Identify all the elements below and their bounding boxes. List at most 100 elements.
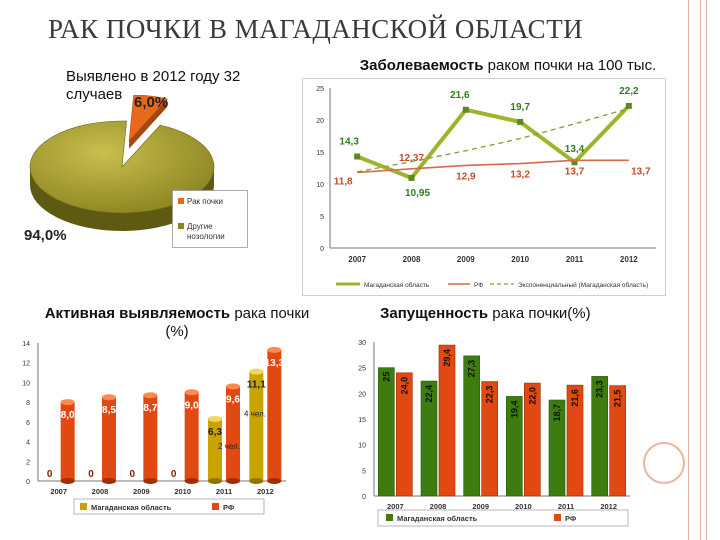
bar1-legend-swatch-magadan — [80, 503, 87, 510]
pie-slice-kidney — [128, 95, 168, 142]
line-data-label: 13,7 — [565, 166, 585, 177]
bar1-y-tick: 6 — [26, 420, 30, 427]
bar1-caption-rest: рака почки — [230, 305, 310, 322]
pie-legend-box — [172, 190, 248, 248]
bar-chart-neglect: 0 5 10 15 20 25 30 2007 2008 2009 2010 2011 2012 25 22… — [358, 340, 630, 527]
line-data-label: 12,9 — [456, 171, 476, 182]
bar2-y-tick: 10 — [358, 443, 366, 450]
bar2-bar — [378, 367, 395, 497]
bar1-y-tick: 4 — [26, 440, 30, 447]
bar1-data-label: 9,0 — [185, 400, 199, 411]
bar1-y-tick: 0 — [26, 479, 30, 486]
bar1-bar-base — [60, 478, 75, 484]
line-legend-label-magadan: Магаданская область — [364, 281, 430, 289]
bar2-bar — [609, 385, 626, 497]
bar2-y-tick: 25 — [358, 366, 366, 373]
line-series-2 — [357, 159, 629, 174]
line-caption: Заболеваемость раком почки на 100 тыс. н… — [328, 57, 688, 93]
bar1-bar — [249, 371, 264, 481]
line-marker-magadan — [517, 118, 524, 125]
pie-caption: Выявлено в 2012 году 32 случаев — [66, 68, 240, 104]
frame-line-3 — [706, 0, 707, 540]
pie-chart: 6,0% 94,0% — [24, 95, 215, 244]
line-x-tick: 2012 — [620, 255, 638, 264]
bar1-bar-base — [249, 478, 264, 484]
bar1-data-label: 0 — [171, 469, 177, 480]
line-marker-magadan — [408, 174, 415, 181]
line-data-label: 21,6 — [450, 90, 470, 101]
bar1-bar-cap — [226, 383, 240, 390]
line-marker-magadan — [462, 106, 469, 113]
bar2-legend-box — [377, 509, 629, 527]
line-y-tick: 15 — [316, 150, 324, 157]
bar2-data-label: 27,3 — [467, 360, 477, 378]
bar1-x-tick: 2009 — [133, 487, 150, 496]
bar1-data-label: 0 — [47, 469, 53, 480]
bar1-legend-label-rf: РФ — [223, 503, 235, 512]
bar2-bar — [481, 381, 498, 497]
bar2-data-label: 23,3 — [595, 380, 605, 398]
bar1-data-label: 11,1 — [247, 380, 266, 391]
line-data-label: 19,7 — [510, 102, 530, 113]
bar2-y-tick: 0 — [362, 494, 366, 501]
line-chart: 0 5 10 15 20 25 2007 2008 2009 2010 2011 2012 14,3 10… — [302, 78, 666, 296]
bar2-x-tick: 2008 — [430, 502, 447, 511]
bar1-data-label: 0 — [130, 469, 136, 480]
bar1-y-tick: 14 — [22, 341, 30, 348]
bar1-data-label: 9,6 — [226, 394, 240, 405]
bar2-bar — [506, 396, 523, 497]
bar1-data-label: 0 — [88, 469, 94, 480]
line-data-label: 12,37 — [399, 153, 424, 164]
bar1-bar — [184, 392, 199, 481]
pie-side-kidney — [129, 98, 168, 149]
bar2-data-label: 19,4 — [509, 400, 519, 418]
bar2-legend-label-magadan: Магаданская область — [397, 514, 478, 523]
bar2-bar — [548, 399, 566, 497]
line-marker-magadan — [354, 153, 361, 160]
bar1-bar — [267, 349, 282, 481]
line-y-tick: 25 — [316, 86, 324, 93]
bar1-bar — [60, 402, 75, 481]
bar1-bar-base — [102, 478, 116, 484]
bar2-data-label: 21,6 — [570, 389, 580, 407]
pie-legend-label-other-1: Другие — [187, 222, 213, 231]
line-legend-label-rf: РФ — [474, 282, 483, 289]
bar1-y-tick: 8 — [26, 400, 30, 407]
bar1-x-tick: 2012 — [257, 487, 274, 496]
line-y-tick: 10 — [316, 182, 324, 189]
frame-line-2 — [700, 0, 701, 540]
bar2-bar — [591, 376, 608, 497]
bar2-caption-rest: рака почки(%) — [488, 305, 591, 322]
pie-slice-other — [29, 120, 215, 214]
line-x-tick: 2010 — [511, 255, 529, 264]
bar2-x-tick: 2007 — [387, 502, 404, 511]
bar2-data-label: 21,5 — [613, 390, 623, 408]
bar2-bar — [524, 382, 541, 497]
line-marker-magadan — [571, 159, 578, 166]
bar2-legend-swatch-rf — [554, 514, 561, 521]
line-data-label: 13,7 — [631, 166, 651, 177]
bar2-x-tick: 2010 — [515, 502, 532, 511]
line-legend-label-trend: Экспоненциальный (Магаданская область) — [518, 281, 648, 289]
bar2-bar — [420, 380, 438, 497]
line-series-3 — [357, 107, 630, 173]
bar2-bar — [566, 384, 584, 497]
bar1-bar — [208, 418, 222, 481]
pie-caption-line1: Выявлено в 2012 году 32 — [66, 68, 241, 85]
slide-title: РАК ПОЧКИ В МАГАДАНСКОЙ ОБЛАСТИ — [48, 14, 584, 44]
bar1-legend-label-magadan: Магаданская область — [91, 503, 172, 512]
bar-chart-detection: 0 2 4 6 8 10 12 14 2007 2008 2009 2010 2011 2012 0 0 0 0 6… — [22, 341, 286, 515]
line-x-tick: 2007 — [348, 255, 366, 264]
line-data-label: 11,8 — [334, 176, 353, 187]
bar2-caption-bold: Запущенность — [380, 305, 489, 322]
line-series-1 — [356, 104, 631, 181]
bar2-y-tick: 20 — [358, 391, 366, 398]
bar1-y-tick: 10 — [22, 380, 30, 387]
bar1-annotation-rf: 4 чел. — [244, 409, 266, 418]
line-y-tick: 20 — [316, 118, 324, 125]
bar1-caption-line2: (%) — [165, 323, 189, 340]
pie-label-other: 94,0% — [24, 227, 67, 244]
bar1-bar-cap — [184, 389, 199, 396]
frame-line-1 — [688, 0, 689, 540]
bar2-bar — [463, 355, 480, 497]
